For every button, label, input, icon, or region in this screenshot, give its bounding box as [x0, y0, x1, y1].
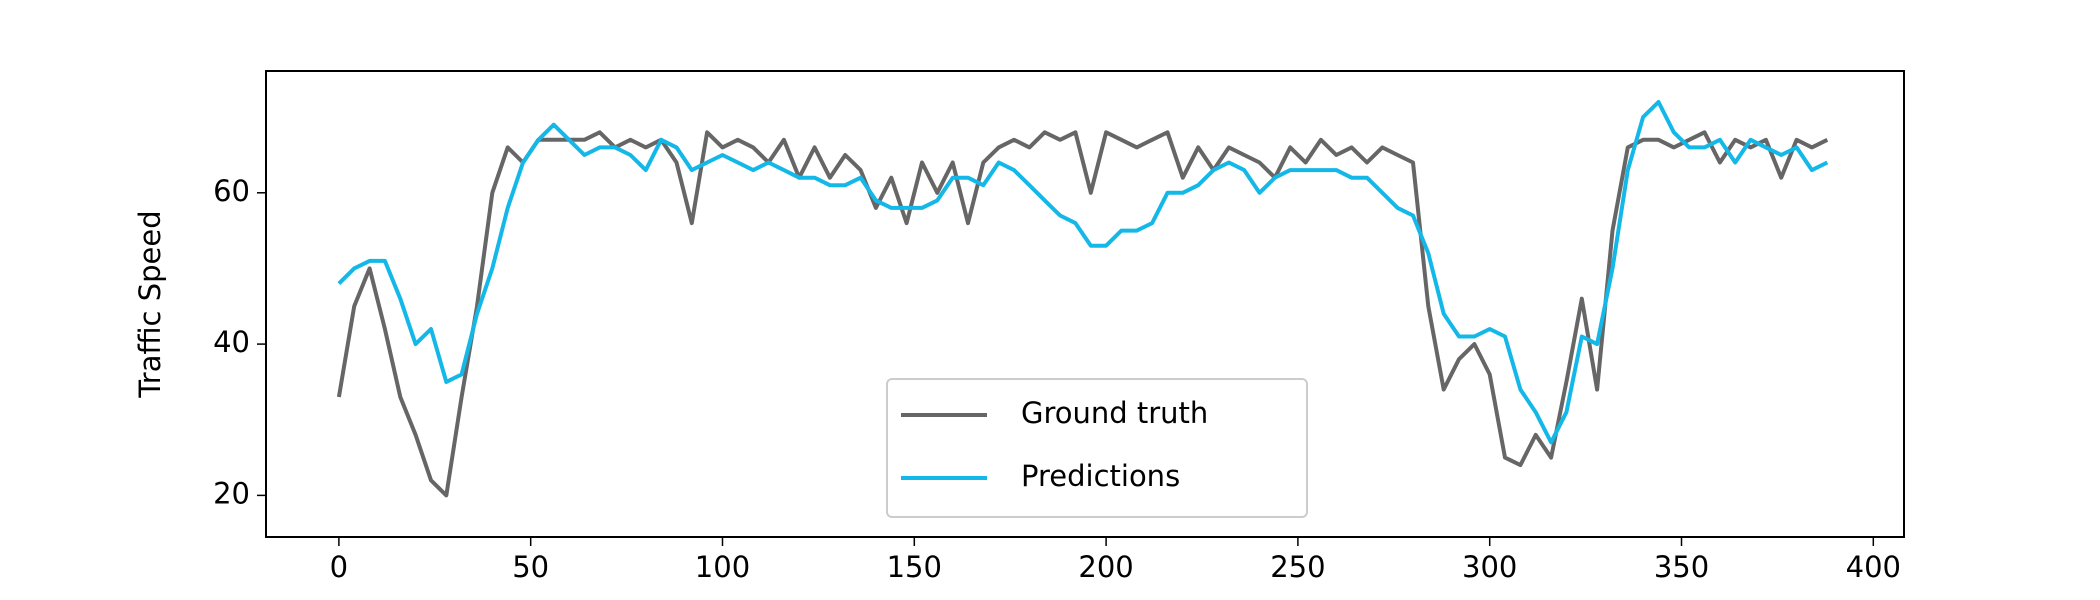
data-line — [337, 100, 1829, 445]
y-tick-label: 60 — [213, 174, 250, 208]
legend-label: Ground truth — [1021, 396, 1208, 430]
y-tick-label: 40 — [213, 325, 250, 359]
x-tick-label: 250 — [1270, 550, 1325, 584]
x-tick-label: 350 — [1654, 550, 1709, 584]
data-line — [336, 130, 1829, 498]
x-tick-label: 400 — [1846, 550, 1901, 584]
x-tick-label: 200 — [1078, 550, 1133, 584]
plot-frame — [265, 70, 1905, 538]
legend-box — [886, 378, 1308, 518]
x-tick-label: 0 — [330, 550, 348, 584]
x-tick-label: 150 — [887, 550, 942, 584]
x-tick-label: 300 — [1462, 550, 1517, 584]
y-tick-label: 20 — [213, 476, 250, 510]
x-tick-label: 50 — [512, 550, 549, 584]
y-axis-label: Traffic Speed — [133, 210, 167, 398]
legend-label: Predictions — [1021, 459, 1180, 493]
x-tick-label: 100 — [695, 550, 750, 584]
